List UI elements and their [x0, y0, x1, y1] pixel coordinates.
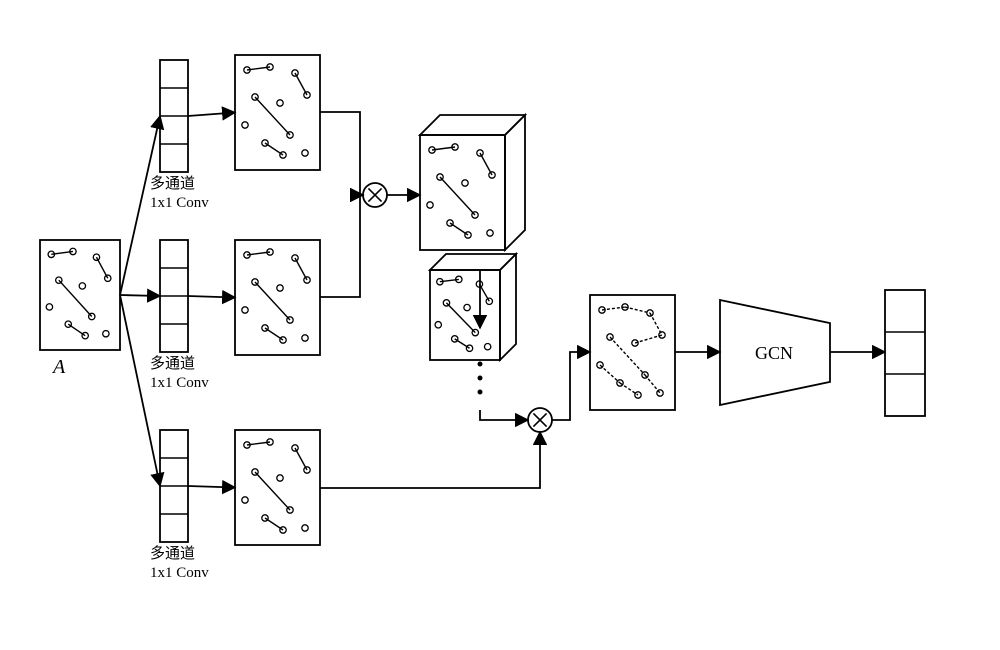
arrow: [120, 295, 160, 296]
arrow: [188, 113, 235, 117]
arrow: [480, 410, 528, 420]
input-adjacency: [40, 240, 120, 350]
arrow: [320, 195, 363, 297]
label-gcn: GCN: [755, 342, 793, 365]
label-conv-bot: 多通道 1x1 Conv: [150, 545, 209, 583]
label-input-A: A: [53, 355, 65, 380]
output-stack: [885, 290, 925, 416]
label-conv-mid: 多通道 1x1 Conv: [150, 355, 209, 393]
cube-top: [420, 135, 505, 250]
graph-fused: [590, 295, 675, 410]
ellipsis-dot: [478, 390, 483, 395]
cube-mid: [430, 270, 500, 360]
graph-top: [235, 55, 320, 170]
label-conv-top: 多通道 1x1 Conv: [150, 175, 209, 213]
graph-mid: [235, 240, 320, 355]
arrow: [320, 432, 540, 488]
graph-bot: [235, 430, 320, 545]
arrow: [188, 486, 235, 488]
arrow: [320, 112, 363, 195]
arrow: [188, 296, 235, 298]
arrow: [552, 352, 590, 420]
ellipsis-dot: [478, 376, 483, 381]
ellipsis-dot: [478, 362, 483, 367]
